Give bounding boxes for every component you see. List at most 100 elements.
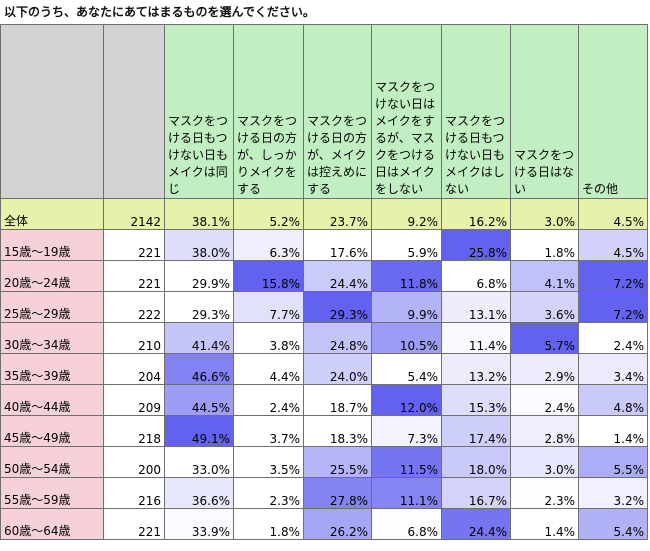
percent-cell: 18.3%: [303, 415, 372, 447]
table-row: 15歳～19歳 221 38.0% 6.3% 17.6% 5.9% 25.8% 1.8% 4.5…: [0, 229, 648, 261]
row-label: 45歳～49歳: [0, 415, 104, 447]
percent-cell: 33.9%: [164, 508, 234, 540]
percent-cell: 3.8%: [233, 322, 304, 354]
percent-cell: 11.1%: [371, 477, 442, 509]
percent-cell: 2.4%: [578, 322, 648, 354]
percent-cell: 18.7%: [303, 384, 372, 416]
respondent-count: 221: [103, 508, 165, 540]
percent-cell: 33.0%: [164, 446, 234, 478]
percent-cell: 18.0%: [441, 446, 511, 478]
percent-cell: 4.1%: [510, 260, 579, 292]
percent-cell: 7.3%: [371, 415, 442, 447]
percent-cell: 17.6%: [303, 229, 372, 261]
percent-cell: 11.5%: [371, 446, 442, 478]
percent-cell: 26.2%: [303, 508, 372, 540]
percent-cell: 5.4%: [578, 508, 648, 540]
header-blank-count: [103, 24, 165, 199]
table-row: 45歳～49歳 218 49.1% 3.7% 18.3% 7.3% 17.4% 2.8% 1.4…: [0, 415, 648, 447]
row-label: 60歳～64歳: [0, 508, 104, 540]
percent-cell: 2.4%: [510, 384, 579, 416]
percent-cell: 4.5%: [578, 198, 648, 230]
percent-cell: 24.4%: [441, 508, 511, 540]
column-header: マスクをつける日もつけない日もメイクは同じ: [164, 24, 234, 199]
percent-cell: 7.2%: [578, 260, 648, 292]
percent-cell: 11.8%: [371, 260, 442, 292]
percent-cell: 5.9%: [371, 229, 442, 261]
respondent-count: 210: [103, 322, 165, 354]
respondent-count: 221: [103, 229, 165, 261]
percent-cell: 23.7%: [303, 198, 372, 230]
percent-cell: 15.3%: [441, 384, 511, 416]
respondent-count: 200: [103, 446, 165, 478]
table-row: 60歳～64歳 221 33.9% 1.8% 26.2% 6.8% 24.4% 1.4% 5.4…: [0, 508, 648, 540]
percent-cell: 2.8%: [510, 415, 579, 447]
header-row: マスクをつける日もつけない日もメイクは同じ マスクをつける日の方が、しっかりメイ…: [0, 24, 648, 199]
percent-cell: 2.3%: [233, 477, 304, 509]
table-row-total: 全体 2142 38.1% 5.2% 23.7% 9.2% 16.2% 3.0% 4.5%: [0, 198, 648, 230]
percent-cell: 29.3%: [164, 291, 234, 323]
percent-cell: 3.6%: [510, 291, 579, 323]
percent-cell: 2.4%: [233, 384, 304, 416]
respondent-count: 2142: [103, 198, 165, 230]
percent-cell: 24.8%: [303, 322, 372, 354]
page-title: 以下のうち、あなたにあてはまるものを選んでください。: [4, 5, 315, 19]
column-header: マスクをつける日の方が、メイクは控えめにする: [303, 24, 372, 199]
percent-cell: 3.7%: [233, 415, 304, 447]
row-label: 25歳～29歳: [0, 291, 104, 323]
percent-cell: 4.8%: [578, 384, 648, 416]
respondent-count: 216: [103, 477, 165, 509]
column-header: マスクをつける日はない: [510, 24, 579, 199]
column-header: その他: [578, 24, 648, 199]
percent-cell: 29.9%: [164, 260, 234, 292]
table-row: 30歳～34歳 210 41.4% 3.8% 24.8% 10.5% 11.4% 5.7% 2.…: [0, 322, 648, 354]
percent-cell: 3.2%: [578, 477, 648, 509]
percent-cell: 1.8%: [233, 508, 304, 540]
percent-cell: 38.0%: [164, 229, 234, 261]
percent-cell: 49.1%: [164, 415, 234, 447]
percent-cell: 27.8%: [303, 477, 372, 509]
percent-cell: 46.6%: [164, 353, 234, 385]
percent-cell: 13.1%: [441, 291, 511, 323]
table-row: 35歳～39歳 204 46.6% 4.4% 24.0% 5.4% 13.2% 2.9% 3.4…: [0, 353, 648, 385]
percent-cell: 3.0%: [510, 198, 579, 230]
percent-cell: 10.5%: [371, 322, 442, 354]
percent-cell: 2.9%: [510, 353, 579, 385]
percent-cell: 16.2%: [441, 198, 511, 230]
table-row: 55歳～59歳 216 36.6% 2.3% 27.8% 11.1% 16.7% 2.3% 3.…: [0, 477, 648, 509]
column-header: マスクをつける日の方が、しっかりメイクをする: [233, 24, 304, 199]
percent-cell: 25.5%: [303, 446, 372, 478]
respondent-count: 204: [103, 353, 165, 385]
respondent-count: 218: [103, 415, 165, 447]
row-label: 35歳～39歳: [0, 353, 104, 385]
row-label: 50歳～54歳: [0, 446, 104, 478]
table-row: 20歳～24歳 221 29.9% 15.8% 24.4% 11.8% 6.8% 4.1% 7.…: [0, 260, 648, 292]
row-label: 30歳～34歳: [0, 322, 104, 354]
percent-cell: 5.7%: [510, 322, 579, 354]
respondent-count: 209: [103, 384, 165, 416]
row-label: 15歳～19歳: [0, 229, 104, 261]
row-label: 40歳～44歳: [0, 384, 104, 416]
percent-cell: 11.4%: [441, 322, 511, 354]
percent-cell: 9.2%: [371, 198, 442, 230]
percent-cell: 1.4%: [578, 415, 648, 447]
header-blank-label: [0, 24, 104, 199]
percent-cell: 12.0%: [371, 384, 442, 416]
table-row: 50歳～54歳 200 33.0% 3.5% 25.5% 11.5% 18.0% 3.0% 5.…: [0, 446, 648, 478]
row-label: 20歳～24歳: [0, 260, 104, 292]
percent-cell: 5.4%: [371, 353, 442, 385]
respondent-count: 221: [103, 260, 165, 292]
percent-cell: 44.5%: [164, 384, 234, 416]
percent-cell: 3.4%: [578, 353, 648, 385]
percent-cell: 4.4%: [233, 353, 304, 385]
percent-cell: 3.0%: [510, 446, 579, 478]
percent-cell: 6.8%: [371, 508, 442, 540]
percent-cell: 3.5%: [233, 446, 304, 478]
percent-cell: 2.3%: [510, 477, 579, 509]
percent-cell: 7.2%: [578, 291, 648, 323]
table-row: 25歳～29歳 222 29.3% 7.7% 29.3% 9.9% 13.1% 3.6% 7.2…: [0, 291, 648, 323]
percent-cell: 24.4%: [303, 260, 372, 292]
percent-cell: 6.8%: [441, 260, 511, 292]
percent-cell: 15.8%: [233, 260, 304, 292]
percent-cell: 5.5%: [578, 446, 648, 478]
percent-cell: 4.5%: [578, 229, 648, 261]
